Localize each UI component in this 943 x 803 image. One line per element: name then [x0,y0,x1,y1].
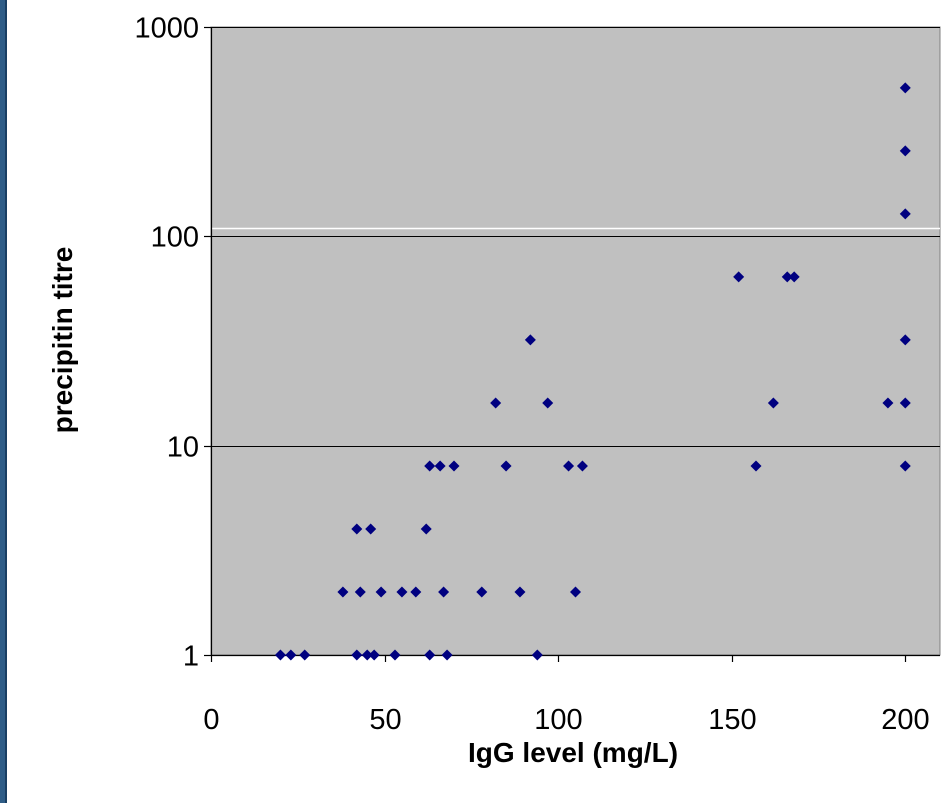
data-point [531,649,543,661]
data-point [899,397,911,409]
data-point [542,397,554,409]
slide-left-edge [0,0,7,803]
plot-area-group [210,26,941,656]
x-tick-label-100: 100 [534,704,582,736]
data-point [563,460,575,472]
data-point [285,649,297,661]
y-tick-label-10: 10 [167,432,199,464]
slide-left-edge-shadow [5,0,7,803]
y-axis-title: precipitin titre [47,247,78,434]
x-tick-label-50: 50 [369,704,401,736]
data-point [899,145,911,157]
data-point [524,334,536,346]
data-point [788,271,800,283]
y-tick-label-1: 1 [183,641,199,673]
tick-labels-group: 1 10 100 1000 0 50 100 150 200 [134,13,929,737]
data-point [500,460,512,472]
data-point [337,586,349,598]
data-point [351,649,363,661]
data-point [476,586,488,598]
data-point [490,397,502,409]
data-point [899,208,911,220]
y-tick-label-1000: 1000 [134,13,199,45]
x-tick-label-200: 200 [881,704,929,736]
gridlines-group [211,27,940,447]
data-point [781,271,793,283]
data-point [899,460,911,472]
x-tick-label-150: 150 [708,704,756,736]
data-point [424,649,436,661]
data-point [899,334,911,346]
data-point [434,460,446,472]
data-point [899,82,911,94]
plot-background [210,26,941,656]
x-axis-title: IgG level (mg/L) [468,737,678,768]
data-point [750,460,762,472]
data-point [351,523,363,535]
data-point [767,397,779,409]
data-point [570,586,581,598]
data-point [299,649,311,661]
data-point [274,649,286,661]
data-point [424,460,436,472]
data-point [354,586,366,598]
data-point [441,649,453,661]
data-point [389,649,401,661]
data-point [365,523,377,535]
data-point [438,586,450,598]
data-point [396,586,408,598]
y-tick-label-100: 100 [151,222,199,254]
data-point [882,397,894,409]
data-point [361,649,373,661]
data-point [375,586,387,598]
data-point [420,523,432,535]
data-point [410,586,422,598]
data-point [733,271,745,283]
data-point [368,649,380,661]
data-point [514,586,526,598]
data-point [576,460,588,472]
data-points-group [274,82,911,661]
x-tick-label-0: 0 [203,704,219,736]
axes-group [204,26,940,662]
data-point [448,460,460,472]
